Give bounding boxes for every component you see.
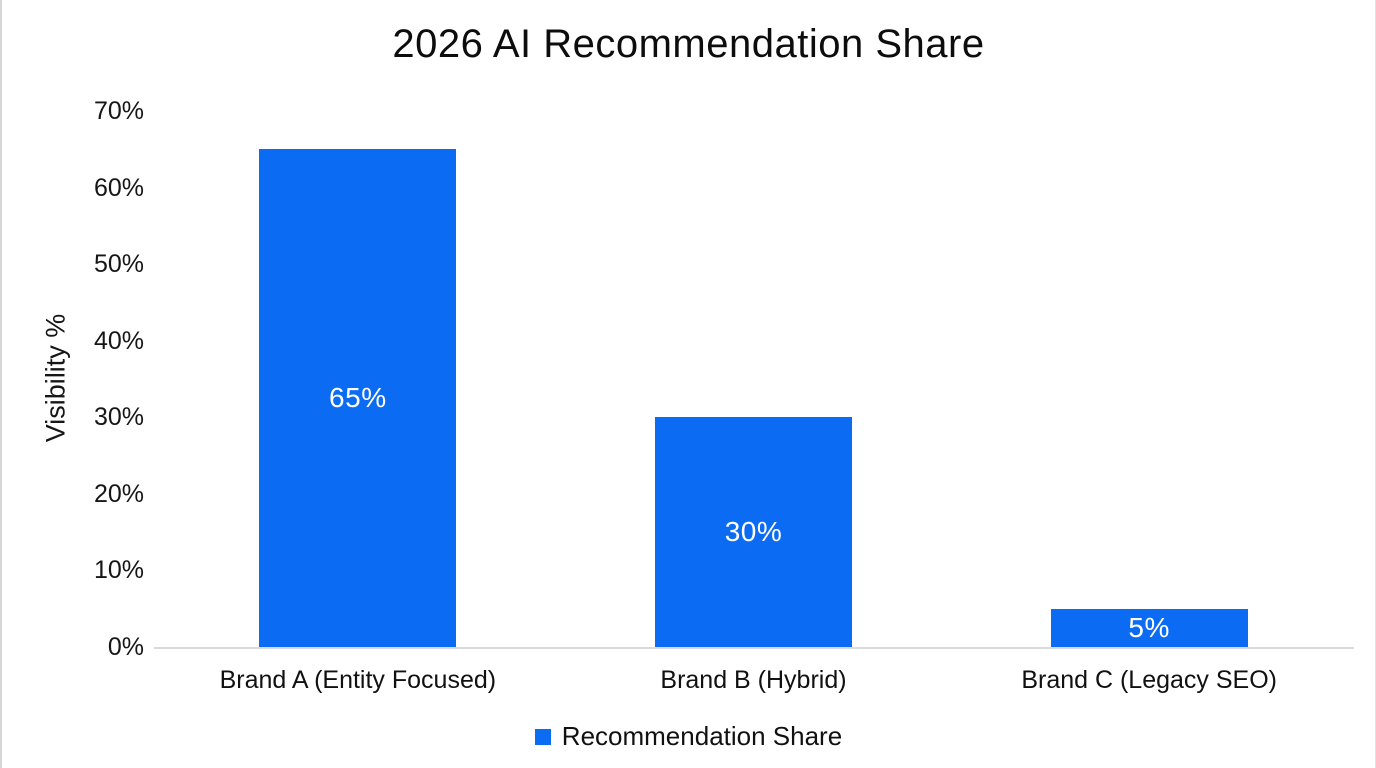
bar-2: 30% [655,417,852,647]
category-label: Brand C (Legacy SEO) [1021,666,1277,694]
y-tick-label: 50% [93,250,144,279]
y-tick-label: 40% [93,326,144,355]
y-tick-label: 60% [93,173,144,202]
plot-area: 65% 30% 5% [160,111,1347,647]
bar-3: 5% [1050,608,1248,647]
bar-1: 65% [259,149,457,647]
y-tick-label: 70% [93,97,144,125]
bar-value-label: 5% [1128,611,1170,643]
category-label: Brand A (Entity Focused) [219,666,497,694]
x-axis-line [154,647,1354,649]
y-axis-tick-labels: 0% 10% 20% 30% 40% 50% 60% 70% [2,97,144,661]
y-tick-label: 10% [93,556,144,585]
bar-value-label: 30% [724,516,783,548]
legend-series-label: Recommendation Share [561,721,843,751]
y-tick-label: 30% [93,403,144,432]
y-tick-label: 20% [93,479,144,508]
category-label: Brand B (Hybrid) [660,666,847,694]
legend: Recommendation Share [2,721,1375,752]
y-tick-label: 0% [107,633,144,661]
chart-title: 2026 AI Recommendation Share [392,22,985,66]
legend-swatch-icon [534,728,551,745]
x-axis-category-labels: Brand A (Entity Focused) Brand B (Hybrid)… [160,666,1347,702]
bar-value-label: 65% [329,382,387,414]
